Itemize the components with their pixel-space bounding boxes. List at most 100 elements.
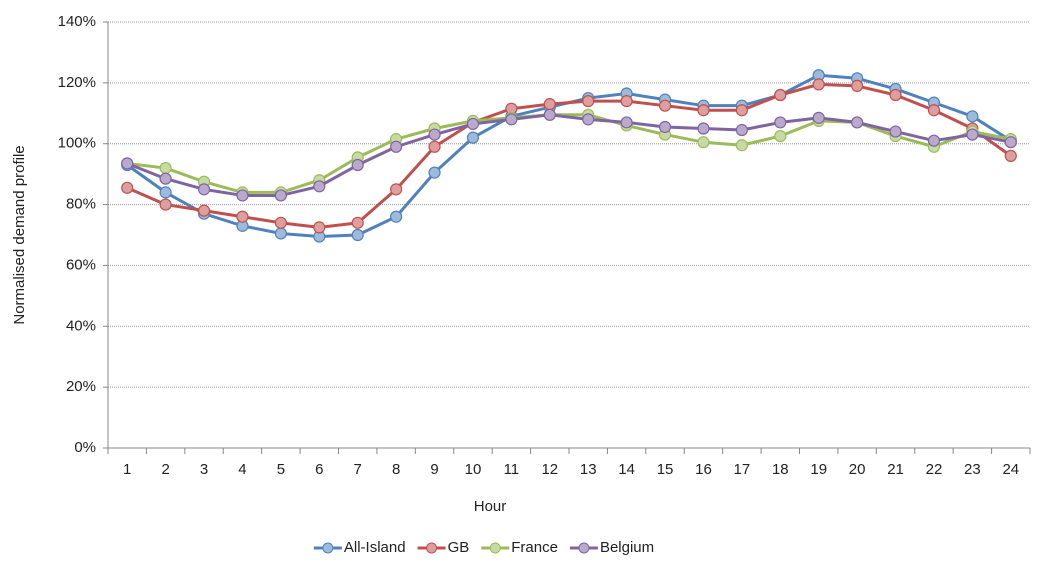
data-point <box>697 122 710 135</box>
data-point <box>812 111 825 124</box>
x-tick-label: 15 <box>657 461 674 478</box>
x-axis-title: Hour <box>474 498 507 515</box>
legend-item: All-Island <box>313 539 406 556</box>
data-point <box>121 181 134 194</box>
data-point <box>390 183 403 196</box>
data-point <box>390 140 403 153</box>
x-tick-label: 4 <box>238 461 246 478</box>
data-point <box>927 134 941 147</box>
x-tick-label: 1 <box>123 461 131 478</box>
data-point <box>735 139 748 152</box>
y-tick-label: 80% <box>66 196 96 213</box>
data-point <box>620 95 633 108</box>
data-point <box>313 180 326 193</box>
x-tick-label: 21 <box>887 461 904 478</box>
legend-marker <box>426 542 438 554</box>
data-point <box>851 79 864 93</box>
data-point <box>390 210 403 223</box>
legend-label: All-Island <box>344 539 406 556</box>
legend-label: GB <box>448 539 470 556</box>
data-point <box>697 104 710 117</box>
legend: All-Island GB France Belgium <box>313 539 654 556</box>
data-point <box>658 120 672 134</box>
data-point <box>159 172 172 185</box>
legend-item: Belgium <box>569 539 654 556</box>
x-tick-label: 9 <box>430 461 438 478</box>
x-tick-label: 10 <box>465 461 482 478</box>
series-line <box>126 73 1012 239</box>
data-point <box>966 128 979 141</box>
data-point <box>927 104 941 117</box>
data-point <box>236 189 249 202</box>
legend-label: Belgium <box>600 539 654 556</box>
data-point <box>889 88 902 102</box>
data-point <box>620 116 633 129</box>
data-point <box>274 189 287 202</box>
data-point <box>582 95 595 108</box>
data-point <box>274 216 287 229</box>
data-point <box>466 117 480 131</box>
data-point <box>428 166 441 179</box>
data-point <box>582 113 595 126</box>
data-point <box>774 116 787 129</box>
x-tick-label: 18 <box>772 461 789 478</box>
data-point <box>351 216 364 229</box>
data-point <box>1004 136 1017 149</box>
data-point <box>543 98 556 111</box>
x-tick-label: 6 <box>315 461 323 478</box>
data-point <box>1004 149 1017 162</box>
data-point <box>428 128 441 141</box>
x-tick-label: 17 <box>734 461 751 478</box>
data-point <box>197 183 211 196</box>
data-point <box>735 104 748 117</box>
data-point <box>159 161 172 175</box>
data-point <box>351 228 364 242</box>
x-tick-label: 12 <box>541 461 558 478</box>
x-tick-label: 13 <box>580 461 597 478</box>
data-point <box>812 78 825 91</box>
data-point <box>313 221 326 234</box>
legend-marker <box>489 542 501 554</box>
data-point <box>159 198 172 211</box>
y-tick-label: 100% <box>58 135 96 152</box>
x-tick-label: 14 <box>618 461 635 478</box>
legend-label: France <box>511 539 558 556</box>
series-line <box>126 113 1012 197</box>
y-tick-label: 120% <box>58 74 96 91</box>
x-tick-label: 16 <box>695 461 712 478</box>
data-point <box>351 158 364 172</box>
x-tick-label: 23 <box>964 461 981 478</box>
x-tick-label: 22 <box>926 461 943 478</box>
x-tick-label: 8 <box>392 461 400 478</box>
data-point <box>658 99 672 112</box>
x-tick-label: 5 <box>277 461 285 478</box>
data-point <box>197 204 211 217</box>
data-point <box>851 116 864 129</box>
x-tick-label: 7 <box>354 461 362 478</box>
x-tick-label: 3 <box>200 461 208 478</box>
data-point <box>889 125 902 138</box>
data-point <box>159 186 172 199</box>
data-point <box>121 157 134 170</box>
data-point <box>697 136 710 149</box>
data-point <box>774 130 787 143</box>
legend-item: GB <box>417 539 470 556</box>
data-point <box>428 140 441 153</box>
data-point <box>774 88 787 102</box>
data-point <box>505 113 518 126</box>
y-tick-label: 60% <box>66 256 96 273</box>
x-tick-label: 2 <box>161 461 169 478</box>
data-point <box>274 227 287 240</box>
x-tick-label: 24 <box>1002 461 1019 478</box>
data-point <box>466 131 480 144</box>
series-line <box>126 82 1012 229</box>
legend-marker <box>578 542 590 554</box>
y-tick-label: 140% <box>58 13 96 30</box>
y-tick-label: 0% <box>74 439 96 456</box>
legend-item: France <box>481 539 558 556</box>
data-point <box>236 210 249 223</box>
data-point <box>966 110 979 123</box>
x-tick-label: 11 <box>504 461 520 478</box>
x-tick-label: 20 <box>849 461 866 478</box>
